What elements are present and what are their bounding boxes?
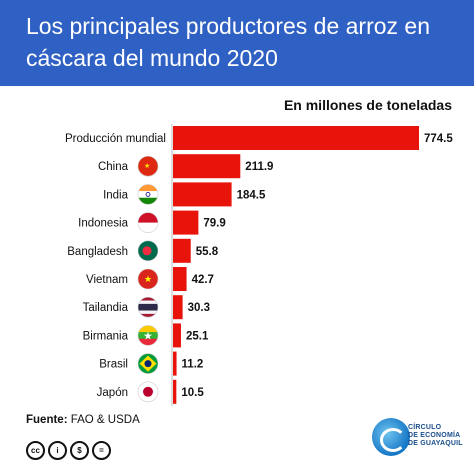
flag-border <box>137 268 159 290</box>
license-badges: cc i $ = <box>26 441 111 460</box>
source-note: Fuente: FAO & USDA <box>26 414 140 426</box>
india-flag-wheel <box>145 191 151 197</box>
myanmar-flag-stripe <box>138 338 158 346</box>
bar-8 <box>173 351 177 376</box>
china-flag-star: ★ <box>144 162 150 170</box>
bar-1 <box>173 154 241 179</box>
flag-border <box>137 212 159 233</box>
china-flag-bg <box>138 156 158 177</box>
bar-0 <box>173 126 419 150</box>
thailand-flag-stripe <box>138 303 158 308</box>
india-flag-icon <box>137 184 159 205</box>
thailand-flag-stripe <box>138 300 158 305</box>
india-flag-green <box>138 197 158 205</box>
china-flag-icon: ★ <box>137 155 159 177</box>
flag-border <box>137 155 159 177</box>
thailand-flag-stripe <box>138 310 158 315</box>
attribution-icon: i <box>48 441 67 460</box>
flag-border <box>137 353 159 374</box>
flag-border <box>137 184 159 205</box>
flag-border <box>137 296 159 318</box>
category-label: Vietnam <box>86 274 128 286</box>
category-label: India <box>103 189 129 201</box>
value-label: 10.5 <box>181 387 204 399</box>
category-label: Birmania <box>83 330 129 342</box>
bar-9 <box>173 379 177 404</box>
bar-2 <box>173 182 232 207</box>
flag-border <box>137 381 159 403</box>
thailand-flag-stripe <box>138 313 158 318</box>
bar-chart: Producción mundial 774.5 China 211.9 ★ India 1… <box>65 124 453 406</box>
brazil-flag-globe <box>144 360 152 368</box>
vietnam-flag-star: ★ <box>144 274 152 284</box>
value-label: 42.7 <box>192 274 214 286</box>
noncommercial-icon: $ <box>70 441 89 460</box>
header-banner: Los principales productores de arroz en … <box>0 0 474 86</box>
value-label: 184.5 <box>237 189 266 201</box>
thailand-flag-stripe <box>138 297 158 301</box>
value-label: 11.2 <box>182 359 204 371</box>
myanmar-flag-icon: ★ <box>137 325 159 346</box>
logo-wave-icon <box>372 418 410 456</box>
myanmar-flag-stripe <box>138 325 158 333</box>
category-label: Producción mundial <box>65 133 166 145</box>
myanmar-flag-star: ★ <box>143 330 153 342</box>
chart-subtitle: En millones de toneladas <box>283 97 452 113</box>
category-label: Brasil <box>99 359 128 371</box>
noderivatives-icon: = <box>92 441 111 460</box>
cc-icon: cc <box>26 441 45 460</box>
bar-3 <box>173 210 199 235</box>
value-label: 211.9 <box>245 161 273 173</box>
japan-flag-icon <box>137 381 159 403</box>
page-title: Los principales productores de arroz en … <box>26 13 431 71</box>
vietnam-flag-icon: ★ <box>137 268 159 290</box>
logo-line-3: DE GUAYAQUIL <box>408 440 463 447</box>
thailand-flag-icon <box>137 296 159 318</box>
value-label: 79.9 <box>203 218 225 230</box>
bar-6 <box>173 295 183 320</box>
thailand-flag-stripe <box>138 307 158 311</box>
value-label: 774.5 <box>424 133 453 145</box>
logo-text: CÍRCULO DE ECONOMÍA DE GUAYAQUIL <box>408 424 463 448</box>
category-label: Bangladesh <box>67 246 128 258</box>
bangladesh-flag-icon <box>137 240 159 262</box>
category-label: Indonesia <box>78 218 128 230</box>
logo-line-1: CÍRCULO <box>408 424 442 431</box>
bar-4 <box>173 238 191 263</box>
bar-7 <box>173 323 181 348</box>
indonesia-flag-red <box>138 212 158 223</box>
indonesia-flag-icon <box>137 212 159 233</box>
source-label: Fuente: <box>26 414 68 426</box>
value-label: 30.3 <box>188 302 210 314</box>
bar-5 <box>173 267 187 291</box>
value-label: 55.8 <box>196 246 219 258</box>
flag-border <box>137 240 159 262</box>
bangladesh-flag-disc <box>142 246 152 256</box>
india-flag-saffron <box>138 184 158 192</box>
logo-line-2: DE ECONOMÍA <box>408 432 461 439</box>
flag-border <box>137 325 159 346</box>
vietnam-flag-bg <box>138 269 158 289</box>
category-label: Japón <box>97 387 128 399</box>
source-value: FAO & USDA <box>70 414 140 426</box>
brazil-flag-icon <box>137 353 159 374</box>
japan-flag-disc <box>143 386 153 397</box>
myanmar-flag-stripe <box>138 332 158 340</box>
logo: CÍRCULO DE ECONOMÍA DE GUAYAQUIL <box>372 414 464 464</box>
value-label: 25.1 <box>186 330 209 342</box>
category-label: China <box>98 161 129 173</box>
category-label: Tailandia <box>83 302 129 314</box>
